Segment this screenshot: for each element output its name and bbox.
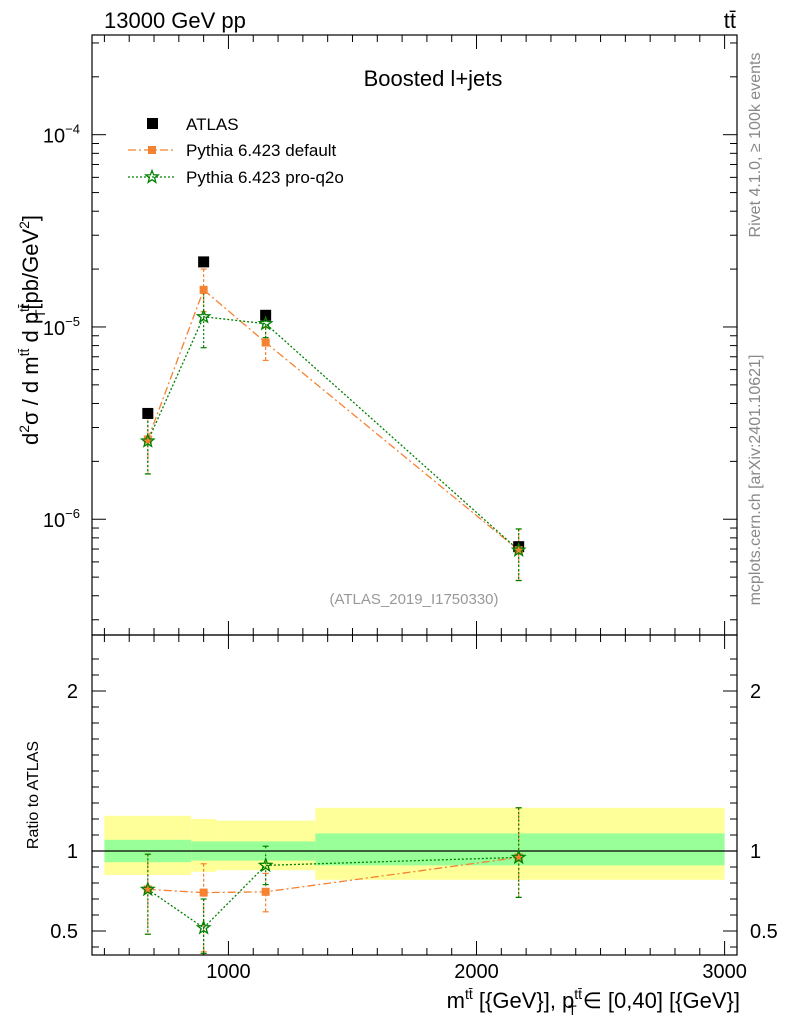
ratio-default-line — [147, 856, 519, 894]
svg-text:d2σ / d mtt̄ d ptt̄T[pb/GeV2]: d2σ / d mtt̄ d ptt̄T[pb/GeV2] — [16, 215, 48, 445]
main-default-point — [143, 435, 152, 444]
x-tick-label: 2000 — [454, 961, 499, 983]
ratio-proq2o-point — [139, 881, 156, 897]
collision-label: 13000 GeV pp — [104, 8, 246, 33]
ratio-ytick-label: 1 — [67, 841, 78, 863]
ratio-ylabel: Ratio to ATLAS — [25, 741, 42, 849]
x-tick-label: 3000 — [702, 961, 747, 983]
ratio-ytick-label: 0.5 — [50, 921, 78, 943]
ratio-frame — [91, 634, 738, 956]
main-proq2o-point — [139, 432, 156, 448]
main-ylabel: d2σ / d mtt̄ d ptt̄T[pb/GeV2] — [16, 215, 48, 445]
main-ytick-label: 10−5 — [43, 314, 80, 340]
plot-title: Boosted l+jets — [364, 66, 503, 91]
ratio-default-point — [514, 853, 523, 862]
ratio-default-point — [199, 888, 208, 897]
ratio-ytick-label-right: 0.5 — [750, 921, 778, 943]
mcplots-label: mcplots.cern.ch [arXiv:2401.10621] — [747, 355, 764, 606]
main-proq2o-point — [510, 541, 527, 558]
ratio-default-point — [261, 887, 270, 896]
legend-marker-default — [148, 146, 156, 154]
main-atlas-point — [260, 309, 272, 321]
main-proq2o-point — [195, 308, 212, 324]
ratio-default-point — [143, 885, 152, 894]
ratio-proq2o-point — [195, 919, 212, 935]
legend-label-atlas: ATLAS — [186, 115, 239, 134]
ratio-proq2o-point — [257, 856, 274, 873]
main-default-point — [261, 338, 270, 347]
x-tick-label: 1000 — [206, 961, 251, 983]
legend-label-proq2o: Pythia 6.423 pro-q2o — [186, 168, 344, 187]
main-atlas-point — [142, 407, 154, 419]
legend: ATLAS Pythia 6.423 default Pythia 6.423 … — [128, 115, 344, 187]
main-proq2o-line — [147, 316, 520, 551]
svg-text:mtt̄ [{GeV}], ptt̄T∈ [0,40] [{: mtt̄ [{GeV}], ptt̄ T ∈ [0,40] [{GeV}] — [447, 986, 740, 1018]
rivet-version-label: Rivet 4.1.0, ≥ 100k events — [747, 53, 764, 238]
main-default-point — [514, 546, 523, 555]
main-default-point — [199, 285, 208, 294]
ratio-ytick-label-right: 2 — [750, 681, 761, 703]
legend-marker-atlas — [147, 118, 158, 129]
main-ytick-label: 10−6 — [43, 506, 80, 532]
process-label: tt̄ — [724, 8, 736, 33]
legend-marker-proq2o — [144, 168, 160, 184]
ratio-ytick-label: 2 — [67, 681, 78, 703]
main-ytick-label: 10−4 — [43, 122, 80, 148]
ratio-proq2o-point — [510, 849, 527, 865]
main-proq2o-point — [257, 315, 274, 331]
ratio-proq2o-line — [147, 856, 519, 929]
x-axis-label: mtt̄ [{GeV}], ptt̄ T ∈ [0,40] [{GeV}] — [447, 986, 740, 1018]
main-panel: 10−6 10−5 10−4 — [43, 34, 738, 636]
main-default-line — [147, 288, 520, 551]
legend-label-default: Pythia 6.423 default — [186, 141, 337, 160]
main-atlas-point — [198, 256, 210, 268]
analysis-id: (ATLAS_2019_I1750330) — [329, 591, 498, 608]
ratio-ytick-label-right: 1 — [750, 841, 761, 863]
